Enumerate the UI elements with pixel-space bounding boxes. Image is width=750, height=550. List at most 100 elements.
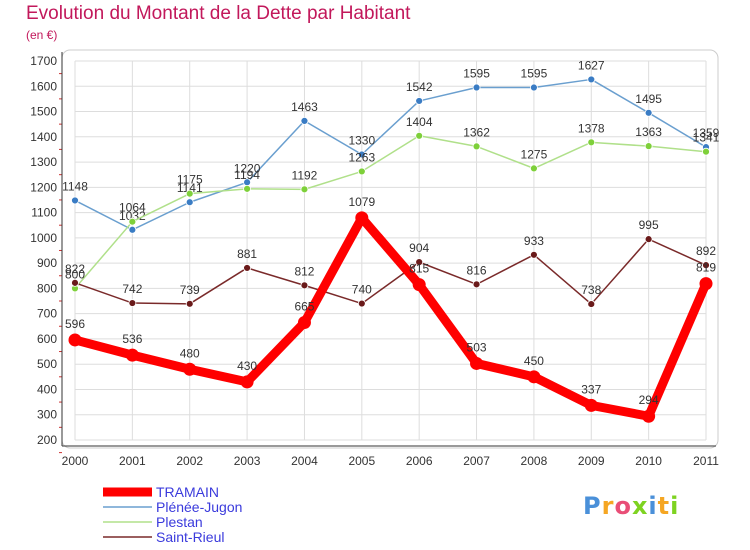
x-tick-label: 2004 — [291, 454, 318, 468]
logo-letter: o — [614, 492, 632, 520]
logo-letter: x — [631, 492, 649, 520]
data-label: 1192 — [292, 168, 318, 182]
chart-subtitle: (en €) — [26, 28, 58, 42]
data-label: 738 — [581, 283, 601, 297]
logo-letter: t — [657, 492, 671, 520]
data-label: 1378 — [578, 121, 605, 135]
data-label: 822 — [65, 262, 85, 276]
legend-label: TRAMAIN — [156, 484, 219, 500]
y-tick-label: 500 — [37, 357, 57, 371]
data-label: 1148 — [62, 179, 88, 193]
y-tick-label: 600 — [37, 332, 57, 346]
data-label: 1341 — [693, 131, 720, 145]
data-label: 536 — [122, 332, 142, 346]
data-label: 1275 — [521, 147, 548, 161]
data-point — [530, 164, 538, 173]
data-label: 933 — [524, 234, 544, 248]
legend-label: Plestan — [156, 514, 203, 530]
data-label: 665 — [294, 300, 314, 314]
series-line — [74, 78, 707, 231]
data-label: 1363 — [635, 125, 662, 139]
data-label: 1362 — [463, 125, 490, 139]
data-label: 294 — [639, 393, 659, 407]
x-tick-label: 2002 — [176, 454, 203, 468]
data-point — [128, 299, 137, 307]
data-label: 596 — [65, 317, 85, 331]
y-tick-label: 400 — [37, 382, 57, 396]
data-label: 1079 — [348, 195, 375, 209]
data-point — [530, 250, 538, 259]
x-tick-label: 2009 — [578, 454, 605, 468]
y-tick-label: 1600 — [30, 79, 57, 93]
data-label: 1220 — [234, 161, 261, 175]
data-point — [68, 333, 82, 347]
y-tick-label: 1100 — [31, 206, 57, 220]
data-point — [300, 185, 309, 194]
logo-letter: r — [601, 492, 615, 520]
data-point — [128, 225, 137, 234]
data-label: 1141 — [177, 181, 203, 195]
y-tick-label: 1700 — [30, 54, 57, 68]
x-tick-label: 2007 — [463, 454, 490, 468]
data-point — [644, 108, 653, 117]
data-point — [587, 300, 596, 308]
data-label: 1595 — [463, 67, 490, 81]
y-tick-label: 1500 — [30, 105, 57, 119]
x-tick-label: 2008 — [521, 454, 548, 468]
logo-letter: i — [670, 492, 680, 520]
data-label: 1032 — [119, 209, 146, 223]
data-point — [243, 264, 251, 272]
x-tick-label: 2010 — [635, 454, 662, 468]
data-label: 819 — [696, 261, 716, 275]
data-label: 1542 — [406, 80, 433, 94]
y-tick-label: 800 — [37, 281, 57, 295]
data-point — [357, 150, 366, 159]
y-tick-label: 1200 — [30, 180, 57, 194]
data-label: 1064 — [119, 201, 146, 215]
data-label: 503 — [467, 340, 487, 354]
data-label: 1330 — [348, 133, 375, 147]
data-label: 1194 — [234, 168, 260, 182]
data-point — [470, 356, 484, 370]
data-point — [300, 116, 309, 125]
y-tick-label: 1300 — [30, 155, 57, 169]
series-line — [70, 213, 711, 421]
data-label: 480 — [180, 346, 200, 360]
data-point — [125, 348, 139, 362]
data-point — [584, 398, 598, 412]
x-tick-label: 2003 — [234, 454, 261, 468]
y-tick-label: 300 — [37, 408, 57, 422]
data-point — [699, 277, 713, 291]
data-point — [185, 299, 194, 308]
data-point — [644, 142, 653, 151]
series-line — [74, 135, 707, 290]
data-point — [415, 97, 424, 105]
data-label: 1404 — [406, 115, 433, 129]
y-tick-label: 900 — [37, 256, 57, 270]
data-point — [412, 278, 426, 292]
data-label: 1175 — [177, 173, 203, 187]
chart-title: Evolution du Montant de la Dette par Hab… — [26, 3, 411, 24]
data-label: 995 — [639, 218, 659, 232]
x-tick-label: 2006 — [406, 454, 433, 468]
data-point — [587, 75, 596, 84]
data-point — [357, 167, 366, 176]
data-point — [472, 280, 481, 289]
legend-label: Plénée-Jugon — [156, 499, 242, 515]
data-label: 742 — [122, 282, 142, 296]
data-label: 1495 — [635, 92, 662, 106]
data-point — [128, 217, 137, 226]
x-tick-label: 2001 — [119, 454, 146, 468]
data-label: 740 — [352, 283, 372, 297]
data-point — [297, 316, 311, 330]
data-point — [472, 83, 481, 92]
data-label: 450 — [524, 354, 544, 368]
data-point — [240, 375, 254, 389]
data-point — [71, 196, 79, 205]
data-label: 800 — [65, 267, 85, 281]
proxiti-logo: Proxiti — [583, 492, 679, 520]
logo-letter: P — [583, 492, 602, 520]
data-point — [357, 299, 366, 308]
